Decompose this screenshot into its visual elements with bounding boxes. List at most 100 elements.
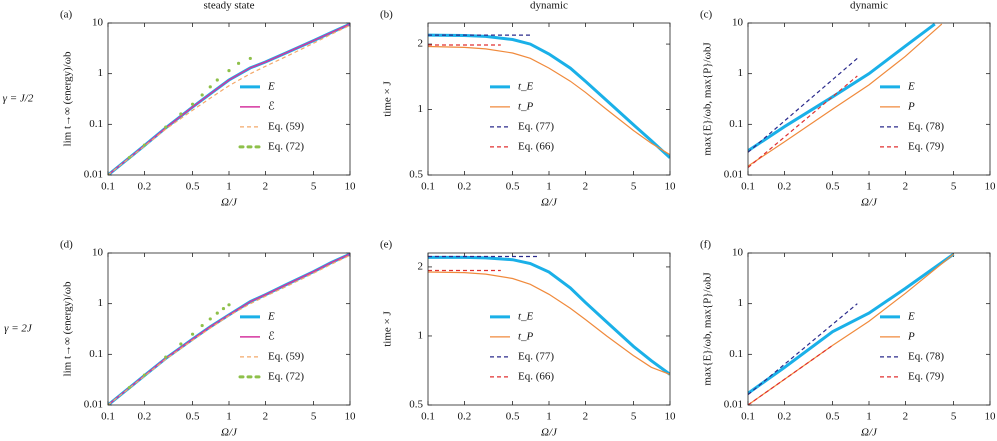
series-line	[748, 57, 858, 153]
x-tick-label: 5	[311, 411, 317, 423]
data-point	[190, 102, 195, 106]
x-tick-label: 0.1	[741, 181, 755, 193]
legend-label: Eq. (66)	[518, 370, 554, 382]
data-point	[127, 386, 131, 390]
legend-label: ℰ	[268, 330, 275, 342]
data-point	[208, 85, 212, 89]
data-point	[227, 303, 231, 307]
x-tick-label: 5	[951, 411, 957, 423]
x-tick-label: 10	[665, 181, 677, 193]
legend-label: t_E	[518, 80, 534, 92]
panel: (e) 0.1 0.2 0.5 1 2 5 10 0.5 1 2 Ω/J time × J t_E t_P E…	[380, 239, 676, 439]
y-axis-label: lim t→∞ (energy)/ωb	[62, 281, 74, 376]
series-line	[748, 23, 943, 167]
y-tick-label: 1	[418, 329, 424, 341]
data-point	[179, 342, 183, 346]
legend-label: Eq. (79)	[908, 140, 944, 152]
x-tick-label: 1	[226, 411, 232, 423]
y-tick-label: 0.01	[724, 399, 743, 411]
x-tick-label: 2	[903, 411, 909, 423]
legend-label: t_E	[518, 310, 534, 322]
series-line	[428, 33, 670, 159]
x-tick-label: 0.5	[506, 181, 520, 193]
legend-label: Eq. (79)	[908, 370, 944, 382]
y-axis-label: lim t→∞ (energy)/ωb	[62, 51, 74, 146]
legend-label: Eq. (78)	[908, 350, 944, 362]
series-line	[108, 253, 350, 405]
legend-label: E	[267, 80, 275, 92]
legend-label: t_P	[518, 330, 534, 342]
x-tick-label: 10	[345, 181, 357, 193]
series-line	[108, 23, 350, 175]
series-line	[108, 23, 350, 175]
plot-frame	[747, 22, 991, 176]
x-tick-label: 2	[583, 181, 589, 193]
legend-label: Eq. (72)	[268, 140, 304, 152]
panel-label: (f)	[700, 239, 711, 251]
x-tick-label: 1	[546, 411, 552, 423]
legend-label: E	[267, 310, 275, 322]
plot-frame	[107, 22, 351, 176]
panel-label: (b)	[380, 9, 393, 21]
x-tick-label: 1	[866, 411, 872, 423]
data-point	[200, 323, 204, 328]
x-axis-label: Ω/J	[221, 427, 238, 439]
data-point	[142, 143, 147, 147]
column-title: steady state	[203, 0, 254, 12]
legend-label: E	[907, 80, 915, 92]
data-point	[200, 93, 204, 97]
data-point	[164, 125, 168, 129]
x-tick-label: 0.5	[826, 411, 840, 423]
legend-label: Eq. (78)	[908, 120, 944, 132]
row-label: γ = J/2	[3, 93, 34, 105]
data-point	[179, 112, 183, 116]
x-axis-label: Ω/J	[221, 197, 238, 209]
x-tick-label: 2	[903, 181, 909, 193]
data-point	[236, 61, 241, 65]
y-tick-label: 10	[732, 17, 744, 29]
y-tick-label: 0.1	[89, 348, 103, 360]
data-point	[164, 355, 168, 359]
legend-label: Eq. (77)	[518, 350, 554, 362]
panel: dynamic (b) 0.1 0.2 0.5 1 2 5 10 0.5 1 2 Ω/J time × J…	[380, 0, 676, 209]
series-line	[748, 303, 858, 396]
legend-label: ℰ	[268, 100, 275, 112]
y-tick-label: 2	[418, 38, 424, 50]
x-axis-label: Ω/J	[541, 197, 558, 209]
plot-frame	[107, 252, 351, 406]
y-tick-label: 1	[738, 297, 744, 309]
x-tick-label: 10	[985, 181, 997, 193]
x-axis-label: Ω/J	[861, 427, 878, 439]
x-tick-label: 0.5	[186, 411, 200, 423]
series-line	[428, 271, 670, 375]
y-axis-label: time × J	[382, 311, 394, 347]
legend-label: P	[907, 100, 915, 112]
x-tick-label: 0.1	[741, 411, 755, 423]
x-tick-label: 1	[866, 181, 872, 193]
x-tick-label: 5	[631, 411, 637, 423]
x-tick-label: 5	[311, 181, 317, 193]
y-tick-label: 10	[92, 247, 104, 259]
x-tick-label: 10	[345, 411, 357, 423]
x-tick-label: 0.1	[421, 181, 435, 193]
column-title: dynamic	[850, 0, 888, 12]
legend-label: Eq. (59)	[268, 350, 304, 362]
y-tick-label: 1	[98, 67, 104, 79]
y-tick-label: 0.5	[409, 399, 423, 411]
x-tick-label: 0.5	[186, 181, 200, 193]
data-point	[127, 156, 131, 160]
series-line	[748, 23, 936, 153]
plot-frame	[747, 252, 991, 406]
x-tick-label: 0.2	[458, 181, 472, 193]
y-tick-label: 0.5	[409, 169, 423, 181]
y-tick-label: 0.1	[729, 348, 743, 360]
x-tick-label: 0.1	[101, 411, 115, 423]
y-tick-label: 1	[98, 297, 104, 309]
x-tick-label: 0.1	[101, 181, 115, 193]
x-tick-label: 0.5	[826, 181, 840, 193]
series-line	[108, 254, 350, 405]
x-tick-label: 1	[546, 181, 552, 193]
y-axis-label: max{E}/ωb, max{P}/ωbJ	[702, 42, 714, 156]
legend-label: Eq. (59)	[268, 120, 304, 132]
